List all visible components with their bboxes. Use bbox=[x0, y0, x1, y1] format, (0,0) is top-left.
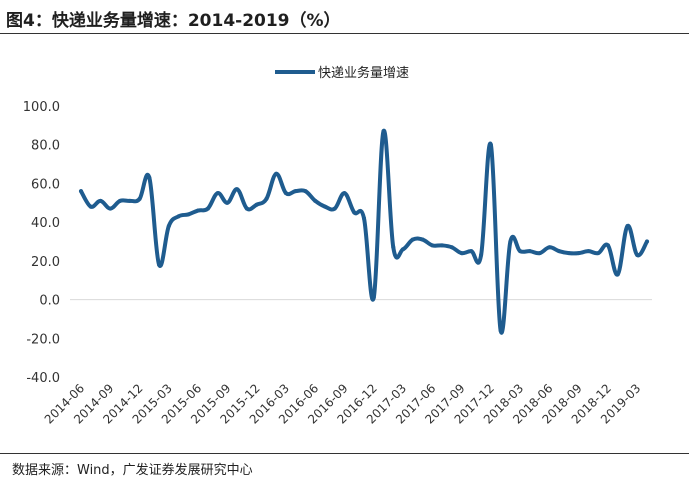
data-point-2018-09 bbox=[576, 251, 581, 256]
data-point-2015-06 bbox=[196, 208, 201, 213]
data-point-2019-03 bbox=[635, 253, 640, 258]
data-point-2017-01 bbox=[381, 129, 386, 134]
data-point-2019-02 bbox=[625, 224, 630, 229]
data-point-2016-06 bbox=[313, 198, 318, 203]
data-point-2016-07 bbox=[322, 204, 327, 209]
data-point-2016-03 bbox=[283, 191, 288, 196]
data-point-2016-11 bbox=[362, 216, 366, 221]
data-point-2017-03 bbox=[401, 247, 406, 252]
data-point-2014-07 bbox=[88, 204, 93, 209]
data-point-2018-10 bbox=[586, 249, 591, 254]
data-point-2015-12 bbox=[254, 202, 259, 207]
data-point-2016-10 bbox=[352, 210, 357, 215]
data-point-2018-03 bbox=[518, 249, 523, 254]
data-point-2015-03 bbox=[166, 224, 171, 229]
data-point-2017-02 bbox=[391, 245, 396, 250]
data-point-2017-09 bbox=[459, 251, 464, 256]
data-point-2014-10 bbox=[118, 198, 123, 203]
data-point-2015-11 bbox=[244, 206, 249, 211]
data-point-2017-10 bbox=[469, 249, 474, 254]
data-point-2016-09 bbox=[342, 191, 347, 196]
y-axis-labels: 100.0 80.0 60.0 40.0 20.0 0.0 -20.0 -40.0 bbox=[23, 100, 60, 386]
data-point-2018-05 bbox=[537, 251, 542, 256]
data-point-2018-07 bbox=[557, 249, 562, 254]
y-tick-label: -40.0 bbox=[26, 371, 60, 386]
data-point-2015-02 bbox=[157, 262, 162, 267]
data-point-2015-07 bbox=[205, 206, 210, 211]
data-point-2018-04 bbox=[527, 249, 532, 254]
data-point-2017-12 bbox=[488, 142, 493, 147]
data-point-2016-04 bbox=[293, 189, 298, 194]
data-point-2018-06 bbox=[547, 245, 552, 250]
data-point-2015-10 bbox=[235, 187, 240, 192]
source-divider bbox=[0, 453, 689, 454]
data-point-2016-02 bbox=[274, 171, 279, 176]
data-point-2014-06 bbox=[79, 189, 83, 194]
data-point-2014-08 bbox=[98, 198, 103, 203]
data-point-2017-06 bbox=[430, 243, 435, 248]
data-point-2017-11 bbox=[479, 253, 484, 258]
legend: 快递业务量增速 bbox=[275, 65, 409, 81]
data-point-2016-08 bbox=[332, 206, 337, 211]
y-tick-label: 0.0 bbox=[39, 294, 60, 309]
y-tick-label: -20.0 bbox=[26, 332, 60, 347]
data-point-2016-05 bbox=[303, 189, 308, 194]
y-tick-label: 60.0 bbox=[31, 177, 60, 192]
data-point-2019-01 bbox=[615, 272, 620, 277]
data-point-2017-08 bbox=[449, 245, 454, 250]
series-line-express-growth bbox=[79, 129, 649, 335]
data-point-2018-08 bbox=[566, 251, 571, 256]
data-point-2014-11 bbox=[127, 198, 132, 203]
data-point-2015-05 bbox=[186, 212, 191, 217]
data-point-2014-09 bbox=[108, 206, 113, 211]
source-note: 数据来源：Wind，广发证券发展研究中心 bbox=[12, 463, 253, 478]
data-point-2018-12 bbox=[605, 243, 610, 248]
title-divider bbox=[0, 33, 689, 34]
data-point-2017-07 bbox=[440, 243, 445, 248]
data-point-2015-08 bbox=[215, 191, 220, 196]
data-point-2019-04 bbox=[645, 239, 649, 244]
data-point-2018-02 bbox=[508, 239, 513, 244]
y-tick-label: 100.0 bbox=[23, 100, 60, 115]
legend-label: 快递业务量增速 bbox=[318, 65, 409, 81]
data-point-2015-01 bbox=[147, 175, 152, 180]
x-axis-labels: 2014-062014-092014-122015-032015-062015-… bbox=[42, 381, 644, 426]
data-point-2014-12 bbox=[137, 196, 142, 201]
data-point-2015-04 bbox=[176, 214, 181, 219]
data-point-2017-05 bbox=[420, 237, 425, 242]
data-point-2016-12 bbox=[371, 295, 376, 300]
data-points bbox=[79, 129, 649, 333]
y-tick-label: 40.0 bbox=[31, 216, 60, 231]
y-tick-label: 80.0 bbox=[31, 139, 60, 154]
chart-title: 图4：快递业务量增速：2014-2019（%） bbox=[6, 11, 341, 31]
data-point-2015-09 bbox=[225, 200, 230, 205]
data-point-2016-01 bbox=[264, 196, 269, 201]
data-point-2018-01 bbox=[498, 328, 503, 333]
data-point-2018-11 bbox=[596, 251, 601, 256]
y-tick-label: 20.0 bbox=[31, 255, 60, 270]
data-point-2017-04 bbox=[410, 237, 415, 242]
